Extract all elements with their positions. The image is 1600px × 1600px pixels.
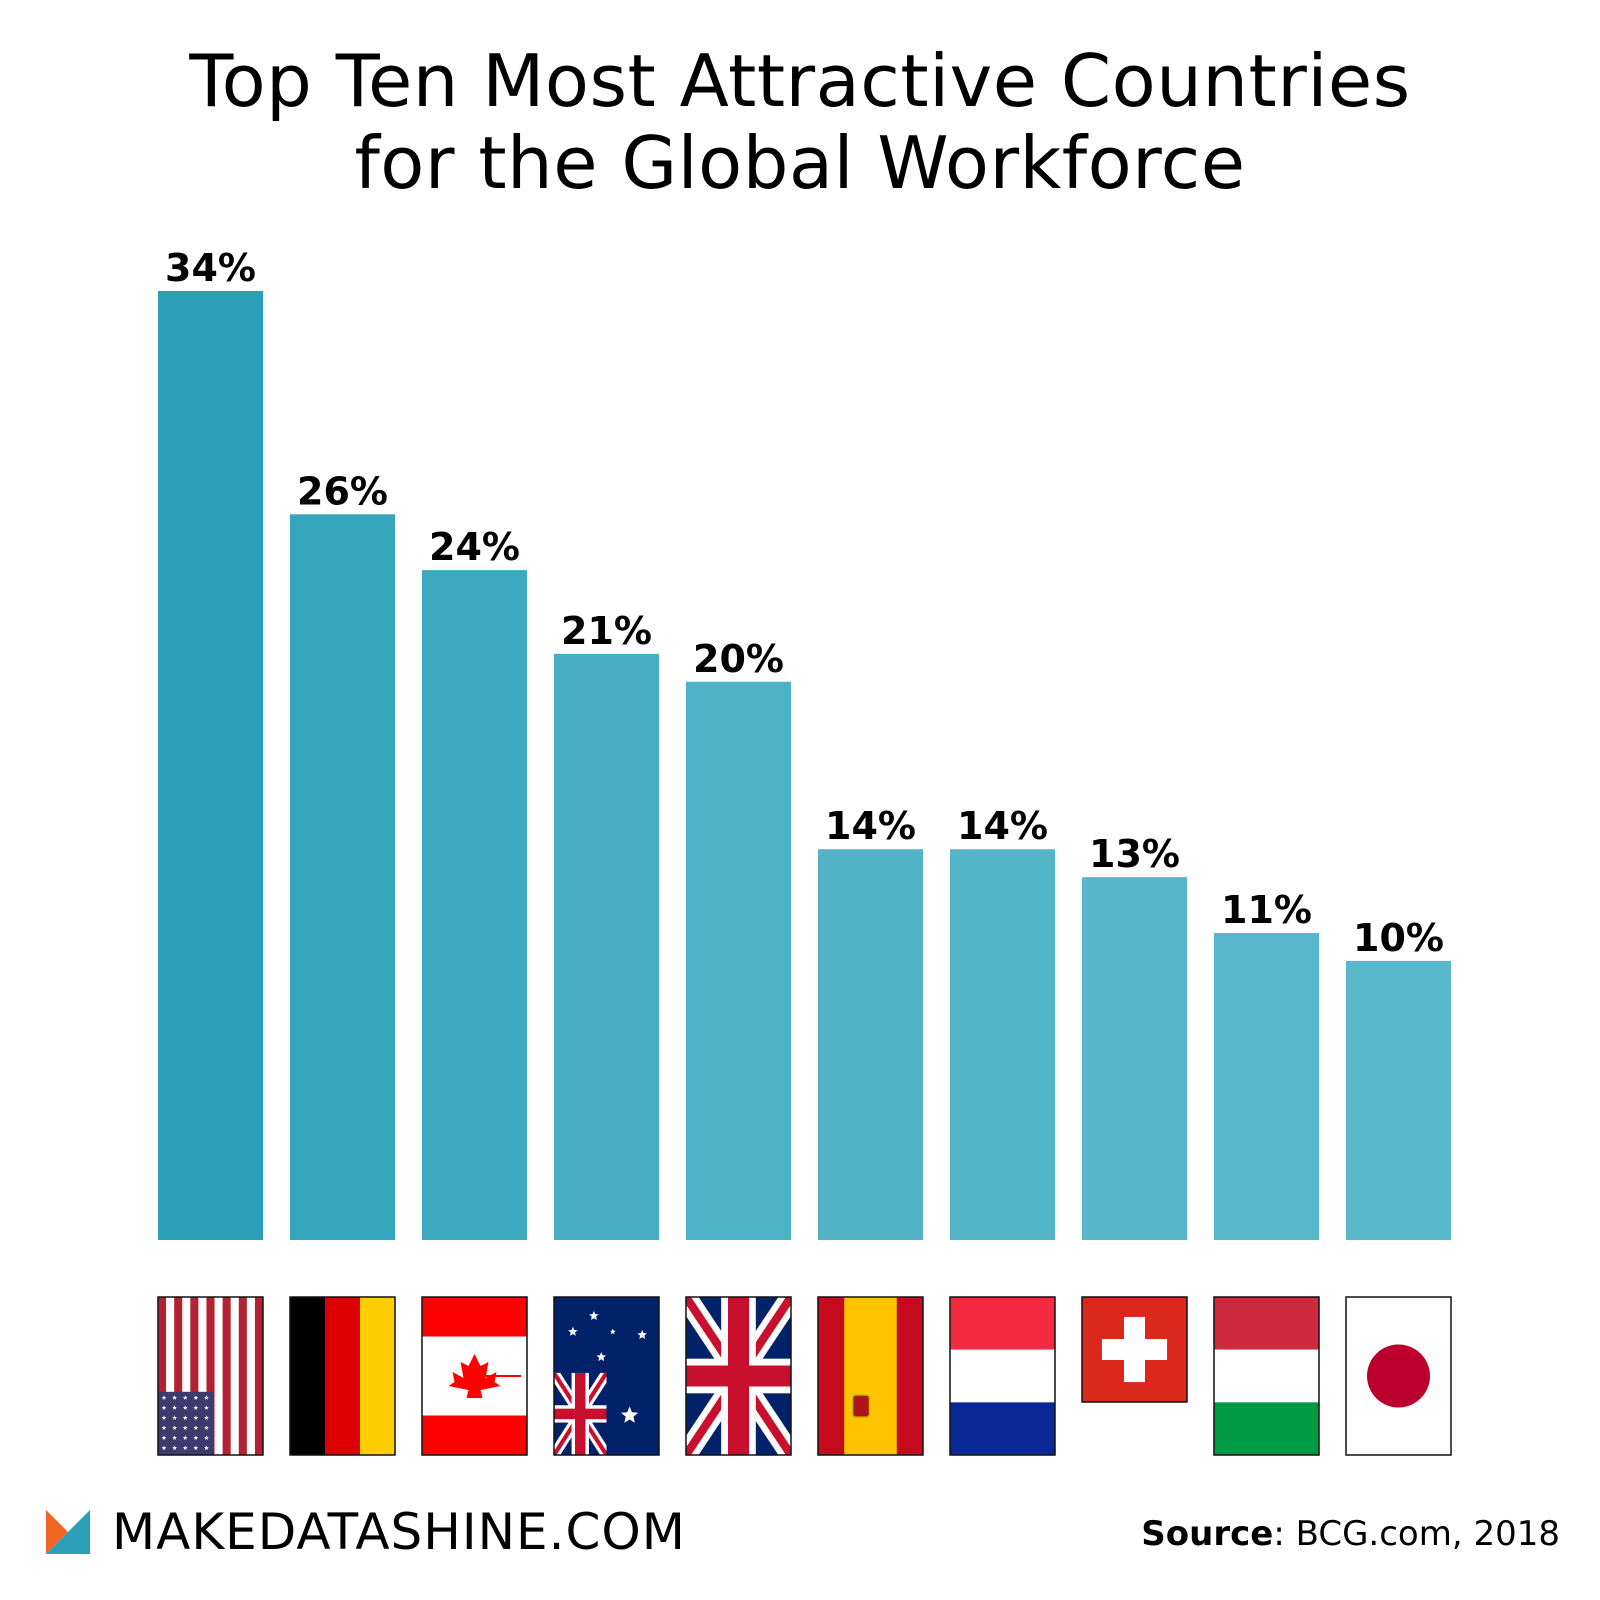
bar-usa bbox=[158, 291, 263, 1240]
switzerland-flag-icon bbox=[1081, 1296, 1188, 1403]
netherlands-flag-icon bbox=[949, 1296, 1056, 1456]
value-label-germany: 26% bbox=[297, 469, 388, 513]
bar-netherlands bbox=[950, 849, 1055, 1240]
value-label-usa: 34% bbox=[165, 246, 256, 290]
value-label-netherlands: 14% bbox=[957, 804, 1048, 848]
canada-flag-icon bbox=[421, 1296, 528, 1456]
brand-logo-icon bbox=[46, 1510, 90, 1554]
title-line-2: for the Global Workforce bbox=[354, 121, 1246, 205]
bar-spain bbox=[818, 849, 923, 1240]
bar-germany bbox=[290, 514, 395, 1240]
bar-japan bbox=[1346, 960, 1451, 1240]
title-line-1: Top Ten Most Attractive Countries bbox=[189, 39, 1411, 123]
brand: MAKEDATASHINE.COM bbox=[46, 1502, 686, 1562]
value-label-uk: 20% bbox=[693, 637, 784, 681]
bar-australia bbox=[554, 653, 659, 1240]
uk-flag-icon bbox=[685, 1296, 792, 1456]
bar-switzerland bbox=[1082, 877, 1187, 1240]
australia-flag-icon bbox=[553, 1296, 660, 1456]
flags-group bbox=[157, 1296, 1452, 1456]
bars-group bbox=[158, 291, 1451, 1240]
us-flag-icon bbox=[157, 1296, 264, 1456]
value-label-switzerland: 13% bbox=[1089, 832, 1180, 876]
value-label-hungary: 11% bbox=[1221, 888, 1312, 932]
brand-name: MAKEDATASHINE.COM bbox=[112, 1503, 686, 1561]
value-label-spain: 14% bbox=[825, 804, 916, 848]
hungary-flag-icon bbox=[1213, 1296, 1320, 1456]
value-labels-group: 34% 26% 24% 21% 20% 14% 14% 13% 11% 10% bbox=[165, 246, 1444, 960]
germany-flag-icon bbox=[289, 1296, 396, 1456]
bar-hungary bbox=[1214, 932, 1319, 1240]
bar-canada bbox=[422, 570, 527, 1240]
japan-flag-icon bbox=[1345, 1296, 1452, 1456]
source-text: : BCG.com, 2018 bbox=[1273, 1514, 1560, 1554]
spain-flag-icon bbox=[817, 1296, 924, 1456]
value-label-australia: 21% bbox=[561, 609, 652, 653]
value-label-canada: 24% bbox=[429, 525, 520, 569]
chart-title: Top Ten Most Attractive Countries for th… bbox=[0, 40, 1600, 204]
value-label-japan: 10% bbox=[1353, 916, 1444, 960]
source-label: Source bbox=[1141, 1514, 1274, 1554]
source-note: Source: BCG.com, 2018 bbox=[1141, 1512, 1560, 1556]
bar-chart: 34% 26% 24% 21% 20% 14% 14% 13% 11% 10% bbox=[157, 246, 1452, 1456]
bar-uk bbox=[686, 681, 791, 1240]
